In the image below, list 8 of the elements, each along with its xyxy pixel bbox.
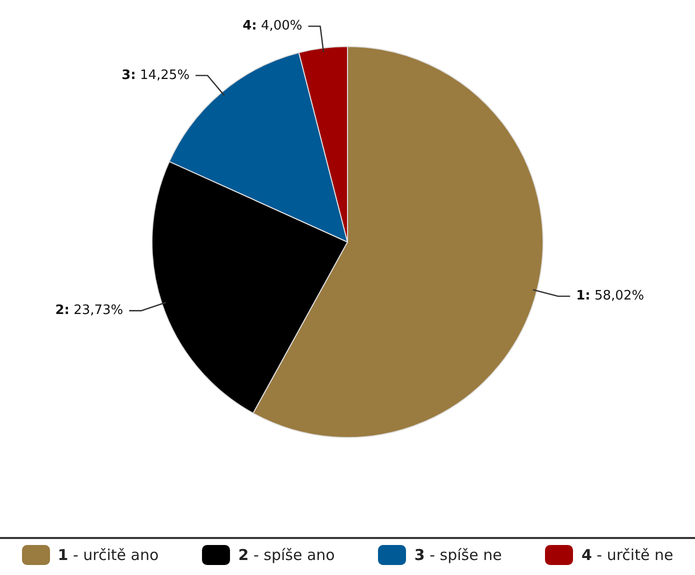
data-label: 3: 14,25% <box>122 68 190 83</box>
legend-label: 1 - určitě ano <box>58 546 159 564</box>
data-label: 2: 23,73% <box>55 303 124 318</box>
data-label: 4: 4,00% <box>242 18 302 34</box>
data-label: 1: 58,02% <box>576 288 644 304</box>
legend-label: 2 - spíše ano <box>238 546 335 564</box>
legend-label: 3 - spíše ne <box>414 546 502 564</box>
legend-label: 4 - určitě ne <box>581 546 674 564</box>
